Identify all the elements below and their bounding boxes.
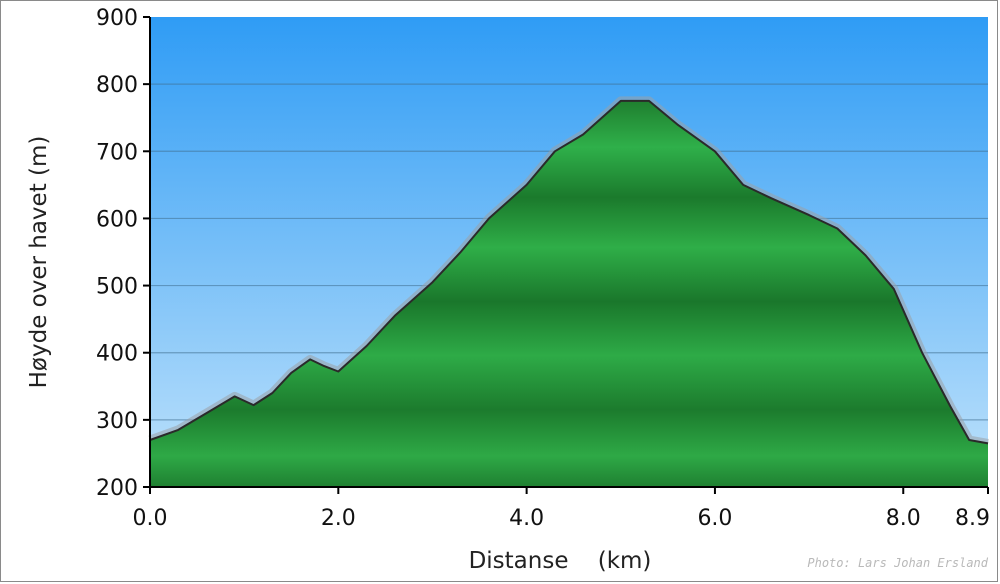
x-tick-labels: 0.0 2.0 4.0 6.0 8.0 8.9 <box>133 506 991 531</box>
x-tick-label: 2.0 <box>321 506 356 531</box>
x-tick-label: 0.0 <box>133 506 168 531</box>
y-tick-labels: 200 300 400 500 600 700 800 900 <box>96 6 138 501</box>
y-tick-label: 800 <box>96 73 138 98</box>
elevation-area <box>150 100 988 488</box>
y-tick-label: 200 <box>96 476 138 501</box>
y-tick-label: 300 <box>96 409 138 434</box>
y-tick-label: 400 <box>96 342 138 367</box>
x-tick-label: 6.0 <box>697 506 732 531</box>
y-tick-label: 600 <box>96 207 138 232</box>
x-tick-label: 8.9 <box>955 506 990 531</box>
x-tick-label: 8.0 <box>886 506 921 531</box>
elevation-outline <box>149 99 989 445</box>
y-tick-label: 500 <box>96 275 138 300</box>
y-tick-label: 700 <box>96 140 138 165</box>
photo-credit: Photo: Lars Johan Ersland <box>807 556 988 570</box>
x-axis-title: Distanse (km) <box>469 548 652 574</box>
y-axis-title: Høyde over havet (m) <box>26 136 52 389</box>
axes <box>143 16 989 494</box>
x-tick-label: 4.0 <box>509 506 544 531</box>
y-tick-label: 900 <box>96 6 138 31</box>
